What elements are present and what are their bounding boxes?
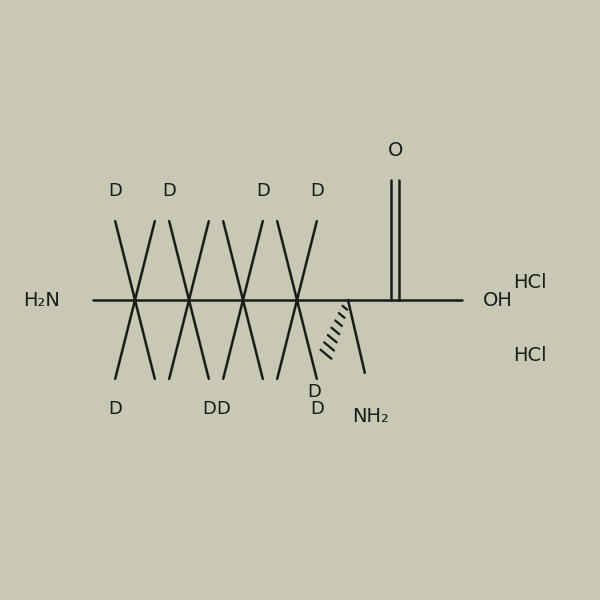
Text: OH: OH <box>483 290 513 310</box>
Text: D: D <box>310 182 324 200</box>
Text: HCl: HCl <box>513 274 547 292</box>
Text: D: D <box>310 400 324 418</box>
Text: D: D <box>216 400 230 418</box>
Text: D: D <box>162 182 176 200</box>
Text: O: O <box>388 140 403 160</box>
Text: HCl: HCl <box>513 346 547 365</box>
Text: D: D <box>108 400 122 418</box>
Text: H₂N: H₂N <box>23 290 60 310</box>
Text: NH₂: NH₂ <box>352 407 389 426</box>
Text: D: D <box>307 383 321 401</box>
Text: D: D <box>256 182 270 200</box>
Text: D: D <box>108 182 122 200</box>
Text: D: D <box>202 400 216 418</box>
